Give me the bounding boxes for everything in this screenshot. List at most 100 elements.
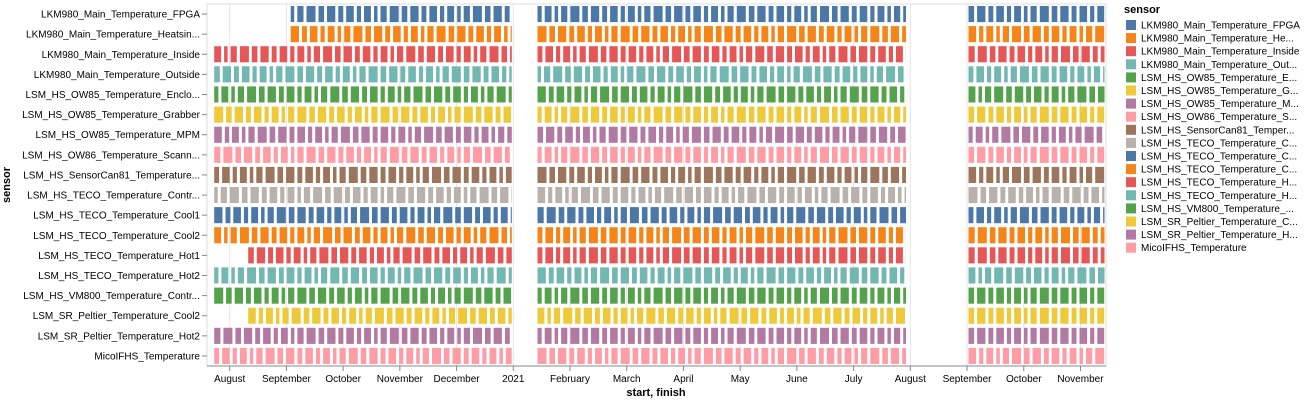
bar-segment — [475, 207, 480, 224]
bar-segment — [1079, 347, 1083, 364]
bar-segment — [234, 287, 243, 304]
bar-segment — [248, 307, 256, 324]
bar-segment — [968, 327, 975, 344]
bar-segment — [748, 106, 755, 123]
legend-swatch — [1126, 85, 1136, 96]
bar-segment — [537, 86, 546, 103]
bar-segment — [385, 26, 391, 43]
bar-segment — [388, 166, 397, 183]
bar-segment — [403, 26, 408, 43]
bar-segment — [660, 347, 668, 364]
bar-segment — [362, 227, 371, 244]
y-tick-label: LSM_HS_OW85_Temperature_Enclo... — [25, 90, 200, 101]
bar-segment — [849, 126, 856, 143]
bar-segment — [1081, 247, 1090, 264]
bar-segment — [890, 26, 900, 43]
bar-segment — [569, 26, 575, 43]
bar-segment — [977, 287, 986, 304]
bar-segment — [672, 227, 682, 244]
bar-segment — [297, 287, 307, 304]
bar-segment — [646, 46, 654, 63]
bar-segment — [644, 287, 651, 304]
bar-segment — [1030, 287, 1037, 304]
bar-segment — [416, 347, 420, 364]
bar-segment — [371, 106, 378, 123]
bar-segment — [1098, 86, 1105, 103]
bar-segment — [286, 247, 291, 264]
bar-segment — [426, 66, 433, 83]
bar-segment — [688, 26, 692, 43]
bar-segment — [442, 307, 446, 324]
bar-segment — [657, 86, 665, 103]
bar-segment — [237, 267, 244, 284]
bar-segment — [471, 86, 478, 103]
bar-segment — [447, 6, 455, 23]
bar-segment — [882, 166, 888, 183]
bar-segment — [503, 287, 512, 304]
bar-segment — [1089, 267, 1095, 284]
bar-segment — [380, 166, 386, 183]
bar-segment — [665, 146, 672, 163]
bar-segment — [391, 207, 397, 224]
bar-segment — [558, 347, 567, 364]
bar-segment — [356, 327, 362, 344]
bar-segment — [799, 26, 805, 43]
bar-segment — [1028, 247, 1033, 264]
bar-segment — [695, 86, 701, 103]
bar-segment — [727, 146, 734, 163]
bar-segment — [832, 146, 838, 163]
bar-segment — [427, 26, 434, 43]
bar-segment — [989, 227, 996, 244]
bar-segment — [1079, 166, 1083, 183]
bar-segment — [852, 307, 861, 324]
bar-segment — [360, 166, 367, 183]
bar-segment — [380, 106, 390, 123]
bar-segment — [537, 146, 542, 163]
bar-segment — [549, 166, 555, 183]
bar-segment — [470, 307, 476, 324]
bar-segment — [996, 307, 1004, 324]
bar-segment — [1073, 46, 1079, 63]
bar-segment — [900, 207, 906, 224]
bar-segment — [1040, 207, 1049, 224]
x-tick-label: April — [673, 374, 693, 385]
bar-segment — [481, 126, 489, 143]
bar-segment — [691, 126, 701, 143]
bar-segment — [733, 207, 742, 224]
bar-segment — [824, 267, 831, 284]
bar-segment — [721, 187, 729, 204]
bar-segment — [838, 247, 848, 264]
bar-segment — [360, 347, 367, 364]
bar-segment — [628, 247, 637, 264]
bar-segment — [318, 327, 325, 344]
bar-segment — [840, 6, 849, 23]
bar-segment — [806, 86, 814, 103]
bar-segment — [590, 146, 600, 163]
bar-segment — [842, 187, 849, 204]
bar-segment — [306, 6, 316, 23]
bar-segment — [258, 307, 263, 324]
y-tick-label: LSM_HS_OW85_Temperature_MPM — [35, 130, 200, 141]
bar-segment — [1013, 126, 1019, 143]
bar-segment — [1045, 46, 1049, 63]
bar-segment — [887, 287, 891, 304]
bar-segment — [487, 267, 494, 284]
bar-segment — [502, 66, 507, 83]
bar-segment — [840, 106, 849, 123]
bar-segment — [354, 227, 360, 244]
bar-segment — [777, 166, 784, 183]
bar-segment — [1086, 26, 1093, 43]
bar-segment — [684, 227, 690, 244]
bar-segment — [582, 6, 588, 23]
bar-segment — [412, 106, 418, 123]
bar-segment — [644, 106, 651, 123]
bar-segment — [832, 327, 838, 344]
bar-segment — [977, 6, 986, 23]
bar-segment — [844, 166, 852, 183]
bar-segment — [447, 146, 455, 163]
bar-segment — [221, 86, 229, 103]
bar-segment — [1092, 227, 1098, 244]
bar-segment — [470, 247, 474, 264]
bar-segment — [631, 187, 636, 204]
bar-segment — [661, 207, 667, 224]
